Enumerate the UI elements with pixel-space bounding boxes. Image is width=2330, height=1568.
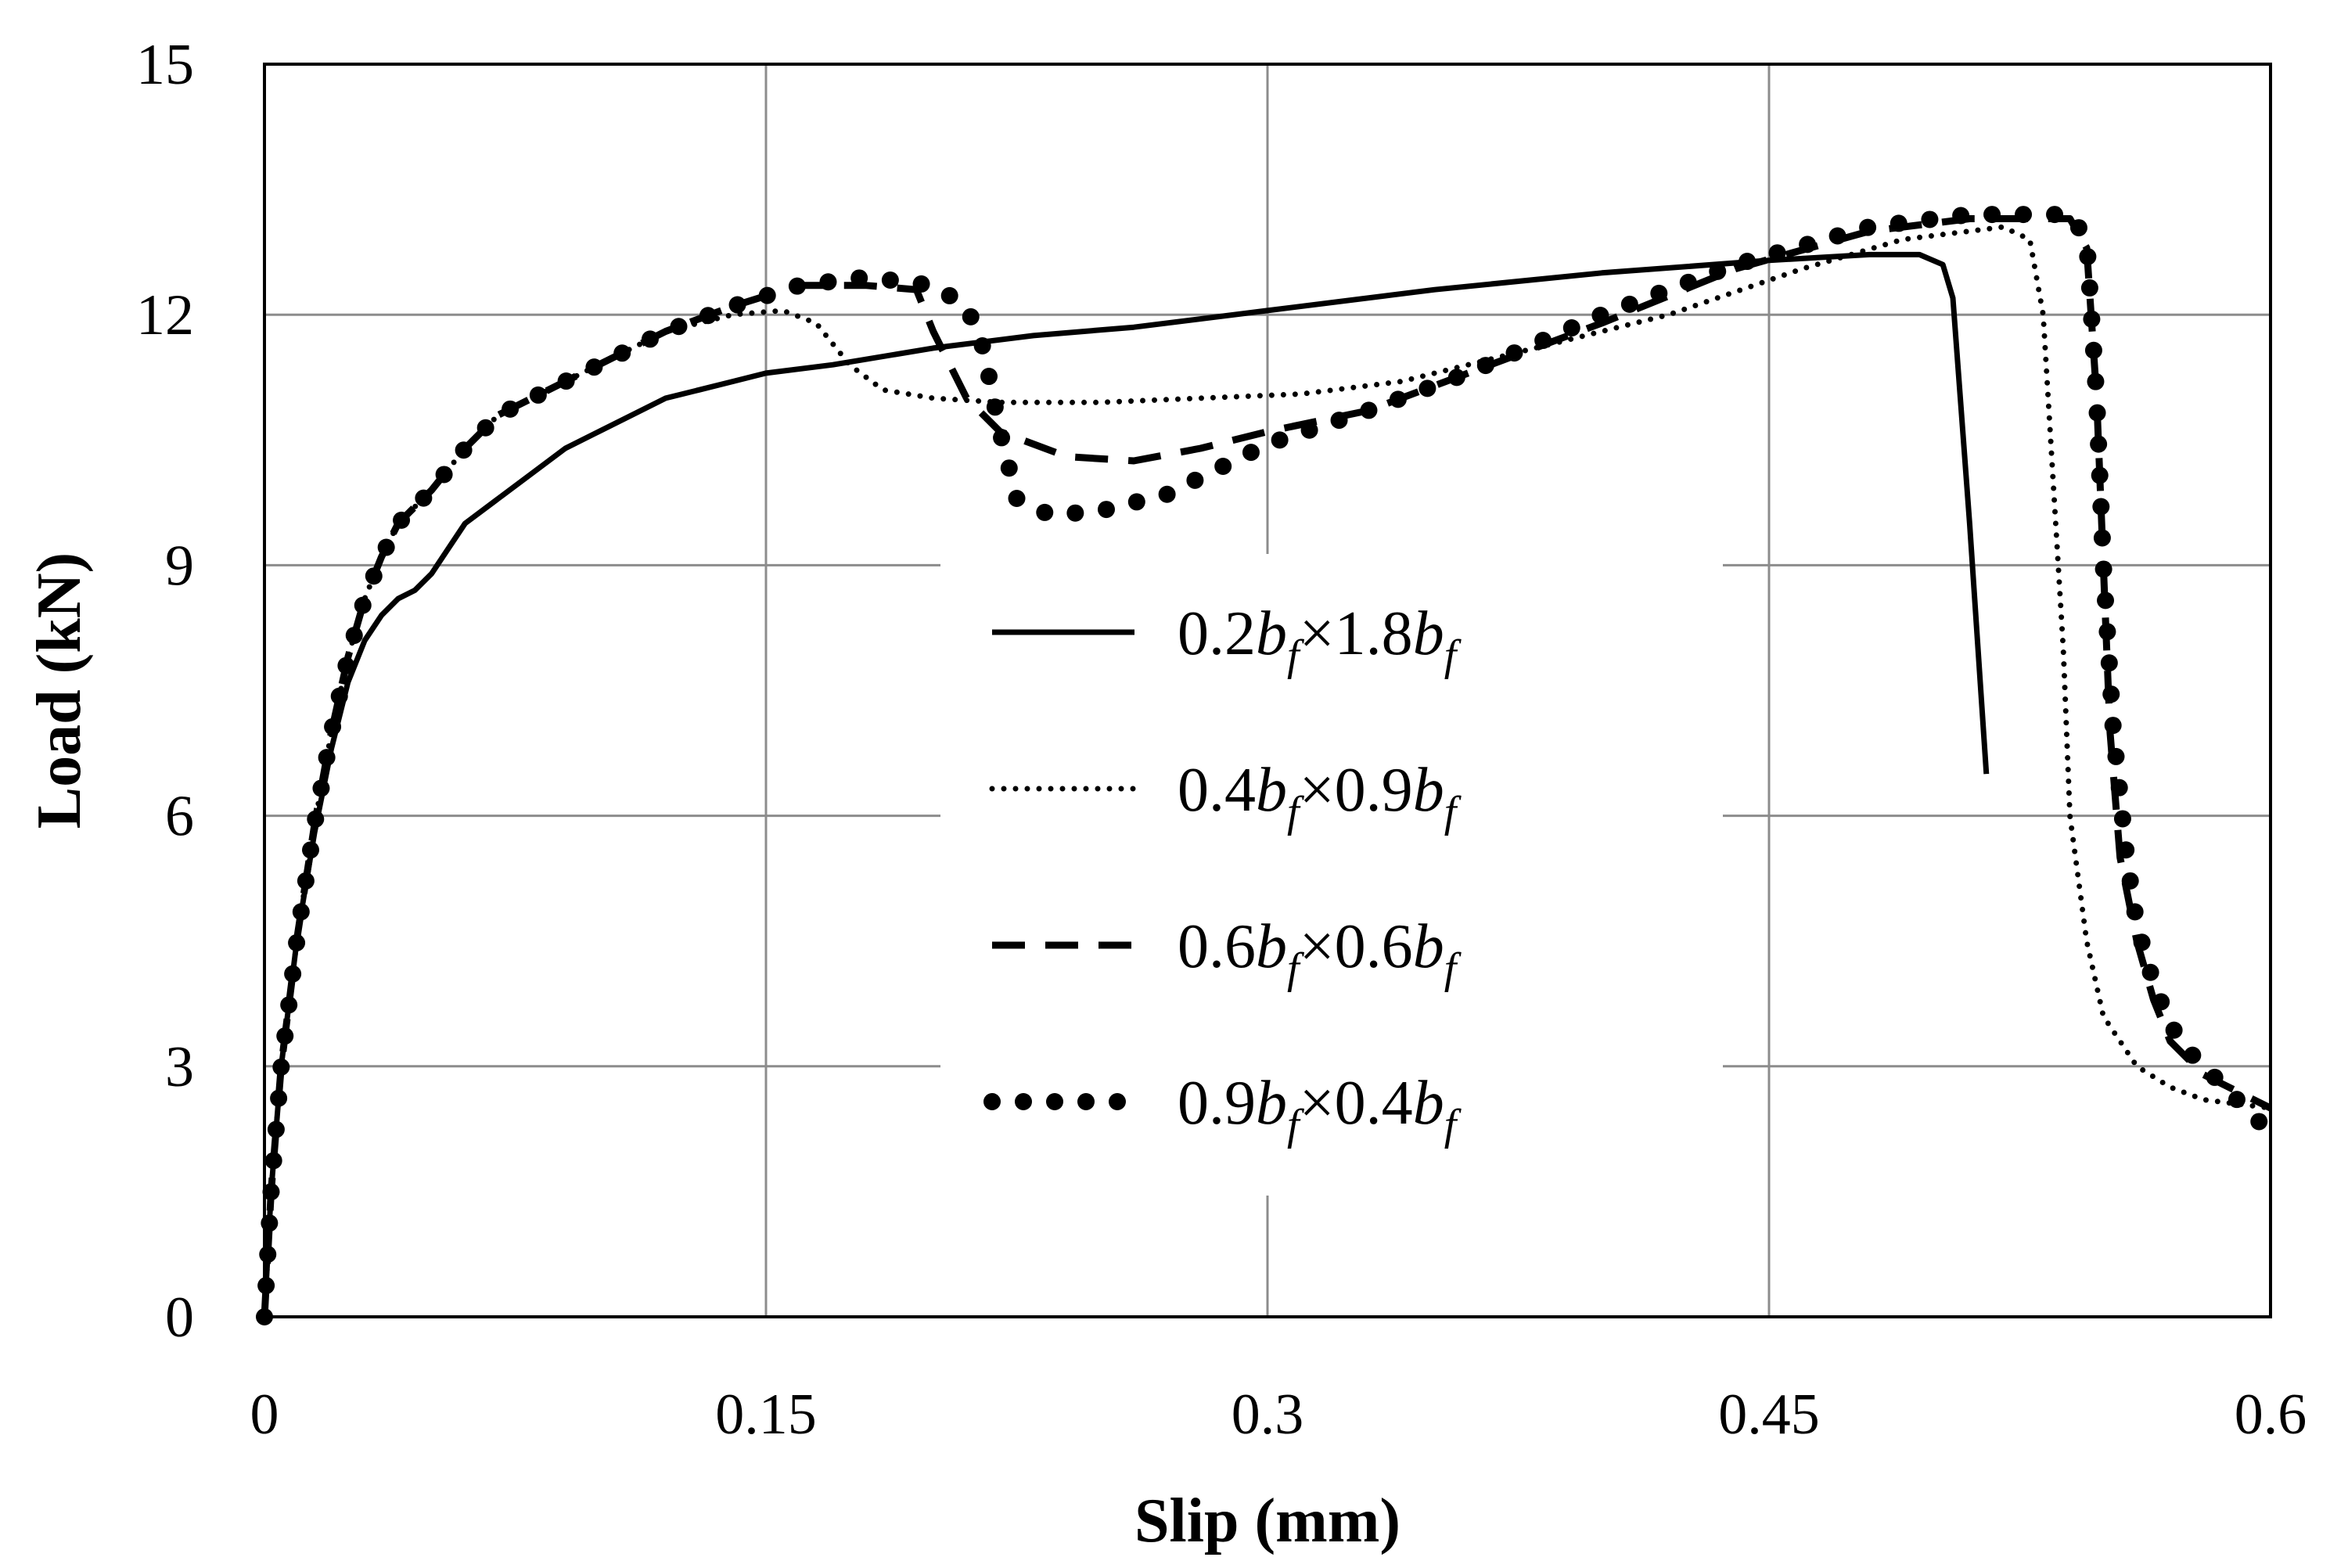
- tick-labels: 0 0.15 0.3 0.45 0.6 0 3 6 9 12 15: [136, 33, 2307, 1447]
- x-tick-label: 0.3: [1232, 1383, 1304, 1447]
- y-tick-label: 12: [136, 283, 194, 347]
- x-axis-title: Slip (mm): [1134, 1487, 1401, 1555]
- y-tick-label: 15: [136, 33, 194, 97]
- plot-area-frame: [263, 63, 2272, 1318]
- y-tick-label: 9: [165, 534, 194, 598]
- x-tick-label: 0.15: [715, 1383, 817, 1447]
- legend: 0.2bf×1.8bf 0.4bf×0.9bf 0.6bf×0.6bf 0.9bf×0…: [940, 554, 1723, 1196]
- y-tick-label: 3: [165, 1035, 194, 1099]
- x-tick-label: 0: [250, 1383, 279, 1447]
- legend-label-3: 0.6bf×0.6bf: [1178, 912, 1462, 993]
- legend-background: [940, 554, 1723, 1196]
- x-tick-label: 0.6: [2235, 1383, 2307, 1447]
- legend-label-1: 0.2bf×1.8bf: [1178, 599, 1462, 680]
- y-tick-label: 6: [165, 785, 194, 849]
- y-tick-label: 0: [165, 1286, 194, 1350]
- x-tick-label: 0.45: [1718, 1383, 1820, 1447]
- legend-label-2: 0.4bf×0.9bf: [1178, 756, 1462, 836]
- y-axis-title: Load (kN): [25, 552, 94, 829]
- legend-label-4: 0.9bf×0.4bf: [1178, 1069, 1462, 1149]
- series-layer: [256, 206, 2279, 1325]
- series-line-1-solid: [261, 251, 1990, 1318]
